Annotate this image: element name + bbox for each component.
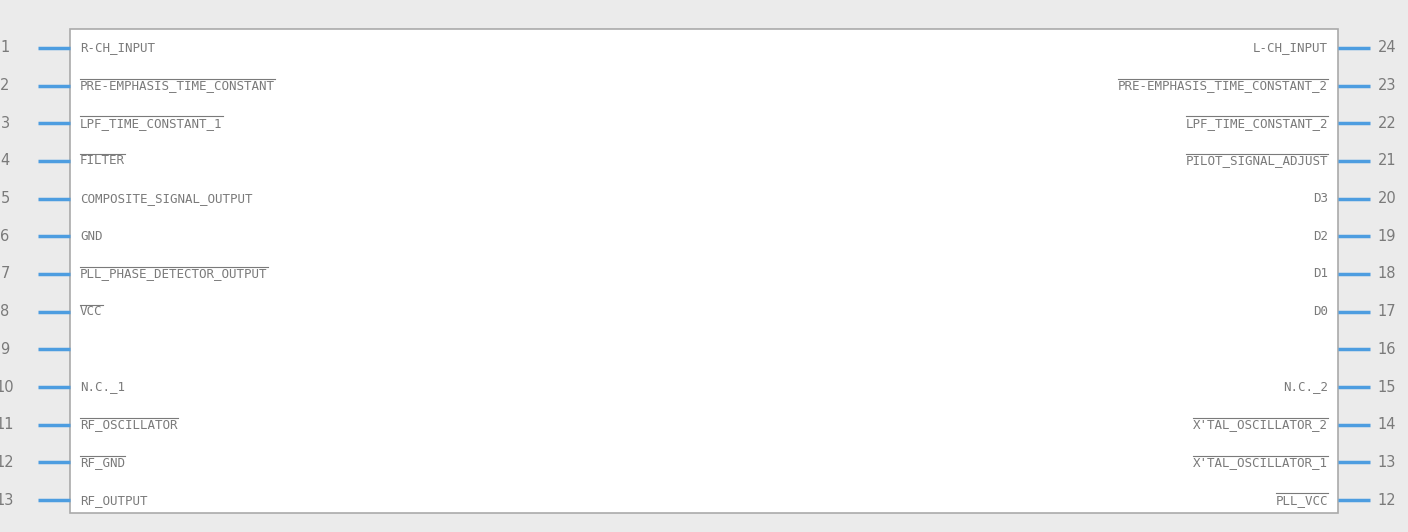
- Text: PILOT_SIGNAL_ADJUST: PILOT_SIGNAL_ADJUST: [1186, 154, 1328, 168]
- Text: 10: 10: [0, 379, 14, 395]
- Text: N.C._1: N.C._1: [80, 380, 125, 394]
- Text: LPF_TIME_CONSTANT_2: LPF_TIME_CONSTANT_2: [1186, 117, 1328, 130]
- Text: 14: 14: [1378, 417, 1397, 432]
- Text: X'TAL_OSCILLATOR_2: X'TAL_OSCILLATOR_2: [1193, 418, 1328, 431]
- Text: 4: 4: [0, 153, 10, 169]
- Text: N.C._2: N.C._2: [1283, 380, 1328, 394]
- Text: PLL_PHASE_DETECTOR_OUTPUT: PLL_PHASE_DETECTOR_OUTPUT: [80, 268, 268, 280]
- Text: R-CH_INPUT: R-CH_INPUT: [80, 41, 155, 54]
- Text: RF_OUTPUT: RF_OUTPUT: [80, 494, 148, 506]
- Text: X'TAL_OSCILLATOR_1: X'TAL_OSCILLATOR_1: [1193, 456, 1328, 469]
- Text: 7: 7: [0, 267, 10, 281]
- Text: 19: 19: [1378, 229, 1397, 244]
- Text: 20: 20: [1377, 191, 1397, 206]
- Text: 12: 12: [1377, 493, 1397, 508]
- Text: 24: 24: [1377, 40, 1397, 55]
- Text: PRE-EMPHASIS_TIME_CONSTANT: PRE-EMPHASIS_TIME_CONSTANT: [80, 79, 275, 92]
- Text: RF_OSCILLATOR: RF_OSCILLATOR: [80, 418, 177, 431]
- Text: 8: 8: [0, 304, 10, 319]
- Text: RF_GND: RF_GND: [80, 456, 125, 469]
- Text: FILTER: FILTER: [80, 154, 125, 168]
- Text: 15: 15: [1378, 379, 1397, 395]
- Text: D2: D2: [1314, 230, 1328, 243]
- Text: 3: 3: [0, 116, 10, 131]
- Text: 9: 9: [0, 342, 10, 357]
- Text: VCC: VCC: [80, 305, 103, 318]
- Text: 1: 1: [0, 40, 10, 55]
- Text: 11: 11: [0, 417, 14, 432]
- Text: LPF_TIME_CONSTANT_1: LPF_TIME_CONSTANT_1: [80, 117, 222, 130]
- Text: COMPOSITE_SIGNAL_OUTPUT: COMPOSITE_SIGNAL_OUTPUT: [80, 192, 252, 205]
- Text: 17: 17: [1377, 304, 1397, 319]
- Text: 22: 22: [1377, 116, 1397, 131]
- Text: 13: 13: [1378, 455, 1397, 470]
- Text: D3: D3: [1314, 192, 1328, 205]
- Text: 16: 16: [1378, 342, 1397, 357]
- Text: 12: 12: [0, 455, 14, 470]
- Text: PRE-EMPHASIS_TIME_CONSTANT_2: PRE-EMPHASIS_TIME_CONSTANT_2: [1118, 79, 1328, 92]
- Text: 23: 23: [1378, 78, 1397, 93]
- Text: PLL_VCC: PLL_VCC: [1276, 494, 1328, 506]
- Text: D1: D1: [1314, 268, 1328, 280]
- Text: L-CH_INPUT: L-CH_INPUT: [1253, 41, 1328, 54]
- Text: 21: 21: [1377, 153, 1397, 169]
- Text: 6: 6: [0, 229, 10, 244]
- Text: 2: 2: [0, 78, 10, 93]
- Text: 5: 5: [0, 191, 10, 206]
- Text: 18: 18: [1378, 267, 1397, 281]
- Text: D0: D0: [1314, 305, 1328, 318]
- Text: 13: 13: [0, 493, 14, 508]
- Text: GND: GND: [80, 230, 103, 243]
